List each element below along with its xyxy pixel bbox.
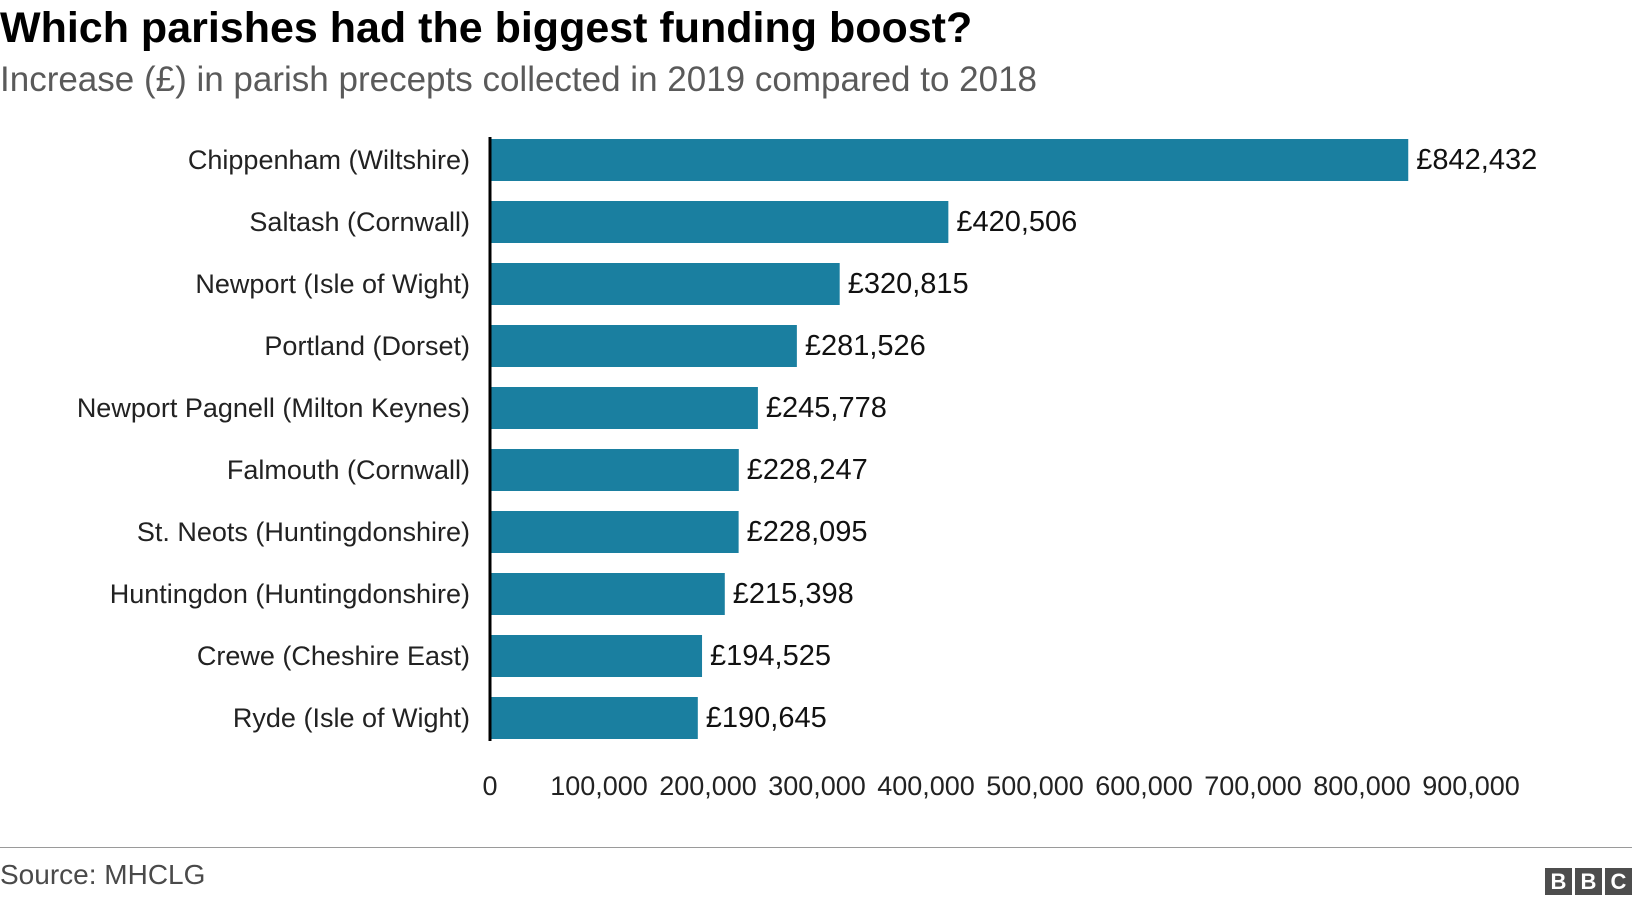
x-tick-label: 300,000	[768, 771, 866, 801]
bbc-logo-letter: B	[1545, 868, 1572, 895]
value-label: £420,506	[956, 206, 1077, 238]
value-label: £190,645	[706, 702, 827, 734]
bar	[490, 697, 698, 739]
bar	[490, 573, 725, 615]
x-tick-label: 700,000	[1204, 771, 1302, 801]
bar	[490, 263, 840, 305]
bar	[490, 325, 797, 367]
category-label: Huntingdon (Huntingdonshire)	[110, 579, 470, 609]
source-note: Source: MHCLG	[0, 859, 206, 890]
category-label: Newport (Isle of Wight)	[195, 269, 470, 299]
x-tick-label: 800,000	[1313, 771, 1411, 801]
chart-title: Which parishes had the biggest funding b…	[0, 4, 973, 52]
bar	[490, 387, 758, 429]
category-label: Newport Pagnell (Milton Keynes)	[77, 393, 470, 423]
value-label: £842,432	[1416, 144, 1537, 176]
x-tick-label: 400,000	[877, 771, 975, 801]
bbc-logo-letter: B	[1575, 868, 1602, 895]
chart-subtitle: Increase (£) in parish precepts collecte…	[0, 60, 1037, 99]
value-label: £228,247	[747, 454, 868, 486]
value-label: £320,815	[848, 268, 969, 300]
category-label: Falmouth (Cornwall)	[227, 455, 470, 485]
value-label: £245,778	[766, 392, 887, 424]
bar	[490, 511, 739, 553]
category-label: Crewe (Cheshire East)	[197, 641, 470, 671]
category-label: Ryde (Isle of Wight)	[233, 703, 470, 733]
value-label: £215,398	[733, 578, 854, 610]
category-label: Saltash (Cornwall)	[249, 207, 470, 237]
x-tick-label: 500,000	[986, 771, 1084, 801]
bar	[490, 201, 949, 243]
footer-divider	[0, 847, 1632, 848]
bar	[490, 139, 1409, 181]
x-tick-label: 900,000	[1422, 771, 1520, 801]
value-label: £228,095	[747, 516, 868, 548]
x-tick-label: 100,000	[550, 771, 648, 801]
value-label: £281,526	[805, 330, 926, 362]
value-label: £194,525	[710, 640, 831, 672]
category-label: Portland (Dorset)	[264, 331, 470, 361]
category-label: Chippenham (Wiltshire)	[188, 145, 470, 175]
bar-chart: Chippenham (Wiltshire) £842,432 Saltash (C…	[77, 137, 1537, 801]
bbc-logo: B B C	[1545, 868, 1632, 895]
x-tick-label: 600,000	[1095, 771, 1193, 801]
bar	[490, 449, 739, 491]
bbc-logo-letter: C	[1605, 868, 1632, 895]
x-tick-label: 200,000	[659, 771, 757, 801]
x-tick-label: 0	[482, 771, 497, 801]
bar	[490, 635, 703, 677]
category-label: St. Neots (Huntingdonshire)	[137, 517, 470, 547]
